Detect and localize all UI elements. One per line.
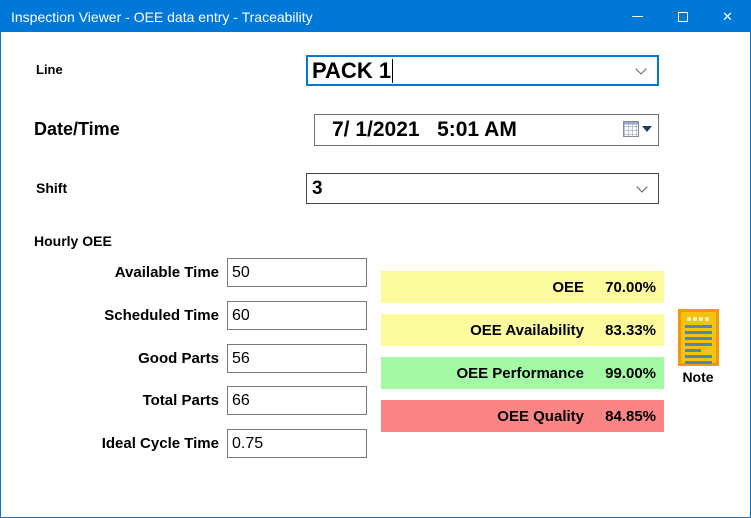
scheduled-time-label: Scheduled Time [104, 307, 219, 324]
shift-combobox[interactable]: 3 [306, 173, 659, 204]
oee-performance-value: 99.00% [605, 364, 656, 382]
note-button[interactable]: Note [673, 309, 723, 385]
oee-performance-label: OEE Performance [456, 364, 584, 382]
oee-availability-label: OEE Availability [470, 321, 584, 339]
line-label: Line [36, 62, 63, 77]
oee-performance-row: OEE Performance 99.00% [381, 357, 664, 389]
line-value: PACK 1 [312, 57, 392, 83]
oee-quality-label: OEE Quality [497, 407, 584, 425]
scheduled-time-input[interactable] [227, 301, 367, 330]
oee-quality-row: OEE Quality 84.85% [381, 400, 664, 432]
shift-value: 3 [312, 177, 323, 199]
oee-availability-row: OEE Availability 83.33% [381, 314, 664, 346]
ideal-cycle-time-input[interactable] [227, 429, 367, 458]
chevron-down-icon [636, 180, 648, 193]
title-bar: Inspection Viewer - OEE data entry - Tra… [1, 1, 750, 32]
window-controls: ✕ [615, 1, 750, 32]
shift-label: Shift [36, 180, 68, 196]
close-button[interactable]: ✕ [705, 1, 750, 32]
datetime-picker[interactable]: 7/ 1/2021 5:01 AM [314, 114, 659, 146]
minimize-button[interactable] [615, 1, 660, 32]
window-title: Inspection Viewer - OEE data entry - Tra… [11, 8, 313, 25]
maximize-button[interactable] [660, 1, 705, 32]
minimize-icon [632, 16, 643, 17]
oee-label: OEE [552, 278, 584, 296]
note-caption: Note [682, 369, 714, 385]
text-caret [392, 58, 394, 83]
datetime-value: 7/ 1/2021 5:01 AM [332, 118, 517, 141]
total-parts-input[interactable] [227, 386, 367, 415]
calendar-icon [623, 121, 639, 137]
good-parts-input[interactable] [227, 344, 367, 373]
oee-availability-value: 83.33% [605, 321, 656, 339]
maximize-icon [677, 11, 688, 22]
ideal-cycle-time-label: Ideal Cycle Time [101, 435, 219, 452]
available-time-input[interactable] [227, 258, 367, 287]
hourly-oee-heading: Hourly OEE [34, 233, 112, 249]
calendar-dropdown-button[interactable] [623, 121, 652, 137]
oee-value: 70.00% [605, 278, 656, 296]
line-combobox[interactable]: PACK 1 [306, 55, 659, 86]
close-icon: ✕ [722, 9, 733, 24]
dropdown-arrow-icon [642, 126, 652, 132]
good-parts-label: Good Parts [138, 350, 219, 367]
note-binding-dots [685, 316, 712, 325]
note-icon [677, 309, 719, 366]
available-time-label: Available Time [114, 264, 219, 281]
oee-quality-value: 84.85% [605, 407, 656, 425]
oee-result-row: OEE 70.00% [381, 271, 664, 303]
total-parts-label: Total Parts [142, 392, 219, 409]
chevron-down-icon [635, 62, 647, 75]
datetime-label: Date/Time [34, 119, 120, 139]
